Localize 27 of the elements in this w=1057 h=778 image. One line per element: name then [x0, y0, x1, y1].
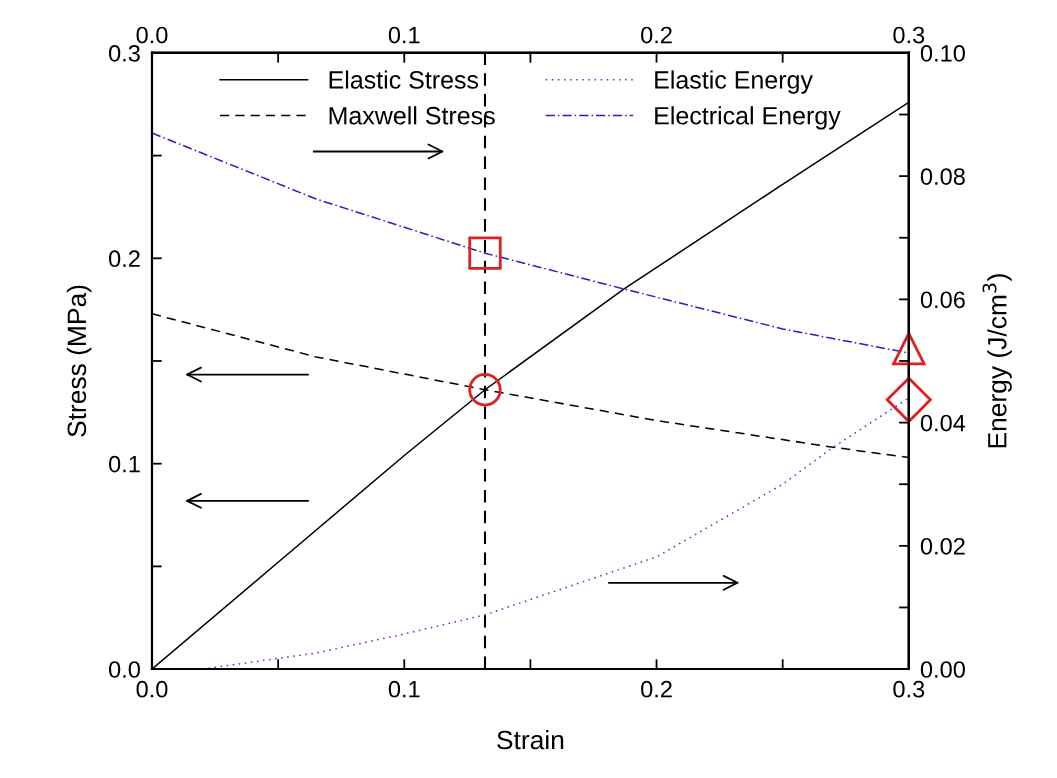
y-axis-title: Stress (MPa)	[66, 285, 92, 437]
y-tick-label: 0.3	[108, 44, 140, 62]
x-tick-label: 0.1	[388, 26, 420, 44]
legend-label: Elastic Stress	[329, 70, 479, 89]
x-tick-label: 0.0	[136, 26, 168, 44]
legend-label: Maxwell Stress	[329, 106, 495, 125]
y-tick-label: 0.1	[108, 455, 140, 473]
point	[892, 332, 926, 366]
x2-tick-label: 0.1	[388, 680, 420, 698]
y2-tick-label: 0.00	[920, 661, 965, 678]
y2-tick-label: 0.04	[920, 414, 966, 432]
x-tick-label: 0.2	[641, 26, 672, 44]
x2-tick-label: 0.3	[893, 680, 925, 698]
x-axis-title: Strain	[497, 729, 564, 750]
y-tick-label: 0.0	[108, 661, 140, 678]
x2-tick-label: 0.2	[641, 680, 672, 698]
legend-label: Elastic Energy	[655, 70, 813, 94]
y2-tick-label: 0.02	[920, 537, 965, 555]
y-tick-label: 0.2	[108, 250, 140, 268]
x-tick-label: 0.3	[893, 26, 925, 44]
legend-label: Electrical Energy	[655, 106, 841, 130]
point	[468, 236, 502, 270]
x2-tick-label: 0.0	[136, 680, 168, 698]
y2-axis-title: Energy (J/cm$^{3}$)	[982, 274, 1012, 448]
y2-tick-label: 0.06	[920, 291, 965, 309]
y2-tick-label: 0.08	[920, 168, 965, 185]
y2-tick-label: 0.10	[920, 44, 965, 62]
